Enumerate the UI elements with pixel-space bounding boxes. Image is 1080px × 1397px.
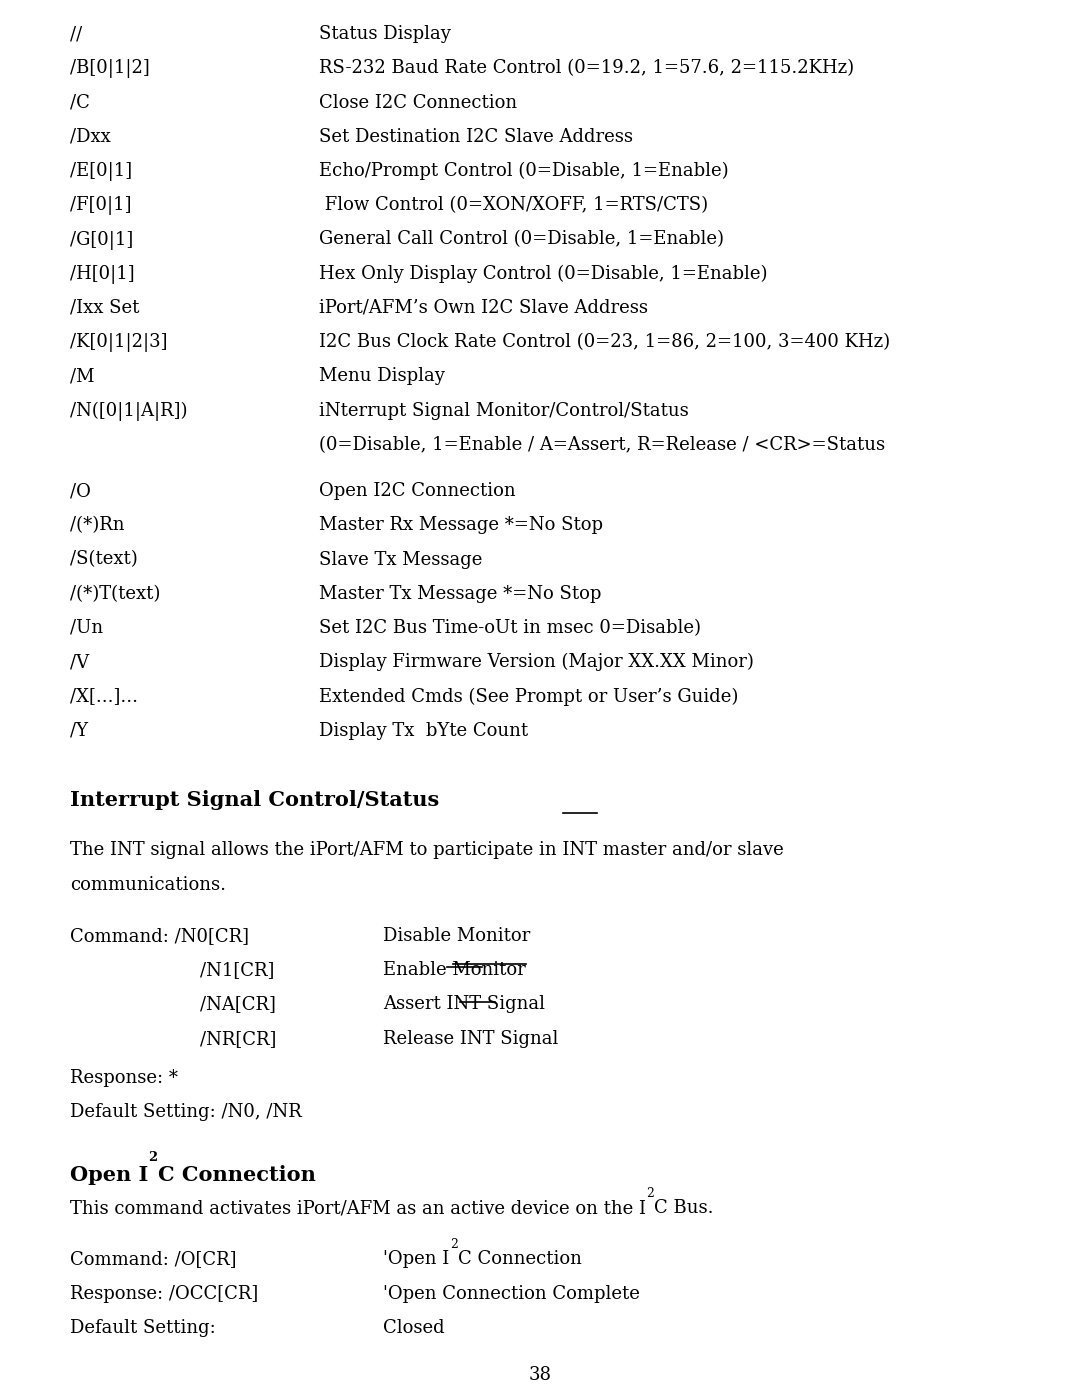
Text: Open I: Open I <box>70 1165 149 1185</box>
Text: Status Display: Status Display <box>319 25 450 43</box>
Text: /Dxx: /Dxx <box>70 129 111 145</box>
Text: The INT signal allows the iPort/AFM to participate in INT master and/or slave: The INT signal allows the iPort/AFM to p… <box>70 841 784 859</box>
Text: Set I2C Bus Time-oUt in msec 0=Disable): Set I2C Bus Time-oUt in msec 0=Disable) <box>319 619 701 637</box>
Text: /H[0|1]: /H[0|1] <box>70 264 135 284</box>
Text: Command: /N0[CR]: Command: /N0[CR] <box>70 928 249 944</box>
Text: Hex Only Display Control (0=Disable, 1=Enable): Hex Only Display Control (0=Disable, 1=E… <box>319 264 767 284</box>
Text: Slave Tx Message: Slave Tx Message <box>319 550 482 569</box>
Text: Default Setting: /N0, /NR: Default Setting: /N0, /NR <box>70 1104 302 1122</box>
Text: Response: *: Response: * <box>70 1069 178 1087</box>
Text: Enable Monitor: Enable Monitor <box>383 961 526 979</box>
Text: Open I2C Connection: Open I2C Connection <box>319 482 515 500</box>
Text: Master Tx Message *=No Stop: Master Tx Message *=No Stop <box>319 585 600 602</box>
Text: Interrupt Signal Control/Status: Interrupt Signal Control/Status <box>70 791 440 810</box>
Text: /Ixx Set: /Ixx Set <box>70 299 139 317</box>
Text: C Connection: C Connection <box>458 1250 581 1268</box>
Text: RS-232 Baud Rate Control (0=19.2, 1=57.6, 2=115.2KHz): RS-232 Baud Rate Control (0=19.2, 1=57.6… <box>319 59 853 77</box>
Text: Response: /OCC[CR]: Response: /OCC[CR] <box>70 1285 258 1302</box>
Text: Flow Control (0=XON/XOFF, 1=RTS/CTS): Flow Control (0=XON/XOFF, 1=RTS/CTS) <box>319 196 707 214</box>
Text: communications.: communications. <box>70 876 226 894</box>
Text: /G[0|1]: /G[0|1] <box>70 231 134 250</box>
Text: /X[...]...: /X[...]... <box>70 687 138 705</box>
Text: /(*)Rn: /(*)Rn <box>70 517 124 534</box>
Text: /C: /C <box>70 94 90 112</box>
Text: iPort/AFM’s Own I2C Slave Address: iPort/AFM’s Own I2C Slave Address <box>319 299 648 317</box>
Text: /F[0|1]: /F[0|1] <box>70 196 132 215</box>
Text: /N1[CR]: /N1[CR] <box>200 961 274 979</box>
Text: /M: /M <box>70 367 95 386</box>
Text: Set Destination I2C Slave Address: Set Destination I2C Slave Address <box>319 129 633 145</box>
Text: General Call Control (0=Disable, 1=Enable): General Call Control (0=Disable, 1=Enabl… <box>319 231 724 249</box>
Text: Master Rx Message *=No Stop: Master Rx Message *=No Stop <box>319 517 603 534</box>
Text: iNterrupt Signal Monitor/Control/Status: iNterrupt Signal Monitor/Control/Status <box>319 401 688 419</box>
Text: Closed: Closed <box>383 1319 445 1337</box>
Text: I2C Bus Clock Rate Control (0=23, 1=86, 2=100, 3=400 KHz): I2C Bus Clock Rate Control (0=23, 1=86, … <box>319 332 890 351</box>
Text: /N([0|1|A|R]): /N([0|1|A|R]) <box>70 401 188 420</box>
Text: Release INT Signal: Release INT Signal <box>383 1030 558 1048</box>
Text: //: // <box>70 25 82 43</box>
Text: 2: 2 <box>646 1187 654 1200</box>
Text: /(*)T(text): /(*)T(text) <box>70 585 161 602</box>
Text: 38: 38 <box>528 1366 552 1384</box>
Text: C Connection: C Connection <box>158 1165 315 1185</box>
Text: Default Setting:: Default Setting: <box>70 1319 216 1337</box>
Text: /Y: /Y <box>70 722 89 739</box>
Text: 2: 2 <box>449 1239 458 1252</box>
Text: /V: /V <box>70 654 90 671</box>
Text: /NA[CR]: /NA[CR] <box>200 996 275 1013</box>
Text: 'Open Connection Complete: 'Open Connection Complete <box>383 1285 640 1302</box>
Text: Menu Display: Menu Display <box>319 367 445 386</box>
Text: 2: 2 <box>149 1151 158 1164</box>
Text: 'Open I: 'Open I <box>383 1250 449 1268</box>
Text: Disable Monitor: Disable Monitor <box>383 928 530 944</box>
Text: Command: /O[CR]: Command: /O[CR] <box>70 1250 237 1268</box>
Text: /O: /O <box>70 482 91 500</box>
Text: Display Tx  bYte Count: Display Tx bYte Count <box>319 722 528 739</box>
Text: Close I2C Connection: Close I2C Connection <box>319 94 516 112</box>
Text: Echo/Prompt Control (0=Disable, 1=Enable): Echo/Prompt Control (0=Disable, 1=Enable… <box>319 162 728 180</box>
Text: Display Firmware Version (Major XX.XX Minor): Display Firmware Version (Major XX.XX Mi… <box>319 654 754 672</box>
Text: /K[0|1|2|3]: /K[0|1|2|3] <box>70 332 167 352</box>
Text: Assert INT Signal: Assert INT Signal <box>383 996 545 1013</box>
Text: /B[0|1|2]: /B[0|1|2] <box>70 59 150 78</box>
Text: /S(text): /S(text) <box>70 550 138 569</box>
Text: /Un: /Un <box>70 619 104 637</box>
Text: Extended Cmds (See Prompt or User’s Guide): Extended Cmds (See Prompt or User’s Guid… <box>319 687 738 705</box>
Text: (0=Disable, 1=Enable / A=Assert, R=Release / <CR>=Status: (0=Disable, 1=Enable / A=Assert, R=Relea… <box>319 436 885 454</box>
Text: C Bus.: C Bus. <box>654 1199 714 1217</box>
Text: /E[0|1]: /E[0|1] <box>70 162 133 182</box>
Text: /NR[CR]: /NR[CR] <box>200 1030 276 1048</box>
Text: This command activates iPort/AFM as an active device on the I: This command activates iPort/AFM as an a… <box>70 1199 646 1217</box>
